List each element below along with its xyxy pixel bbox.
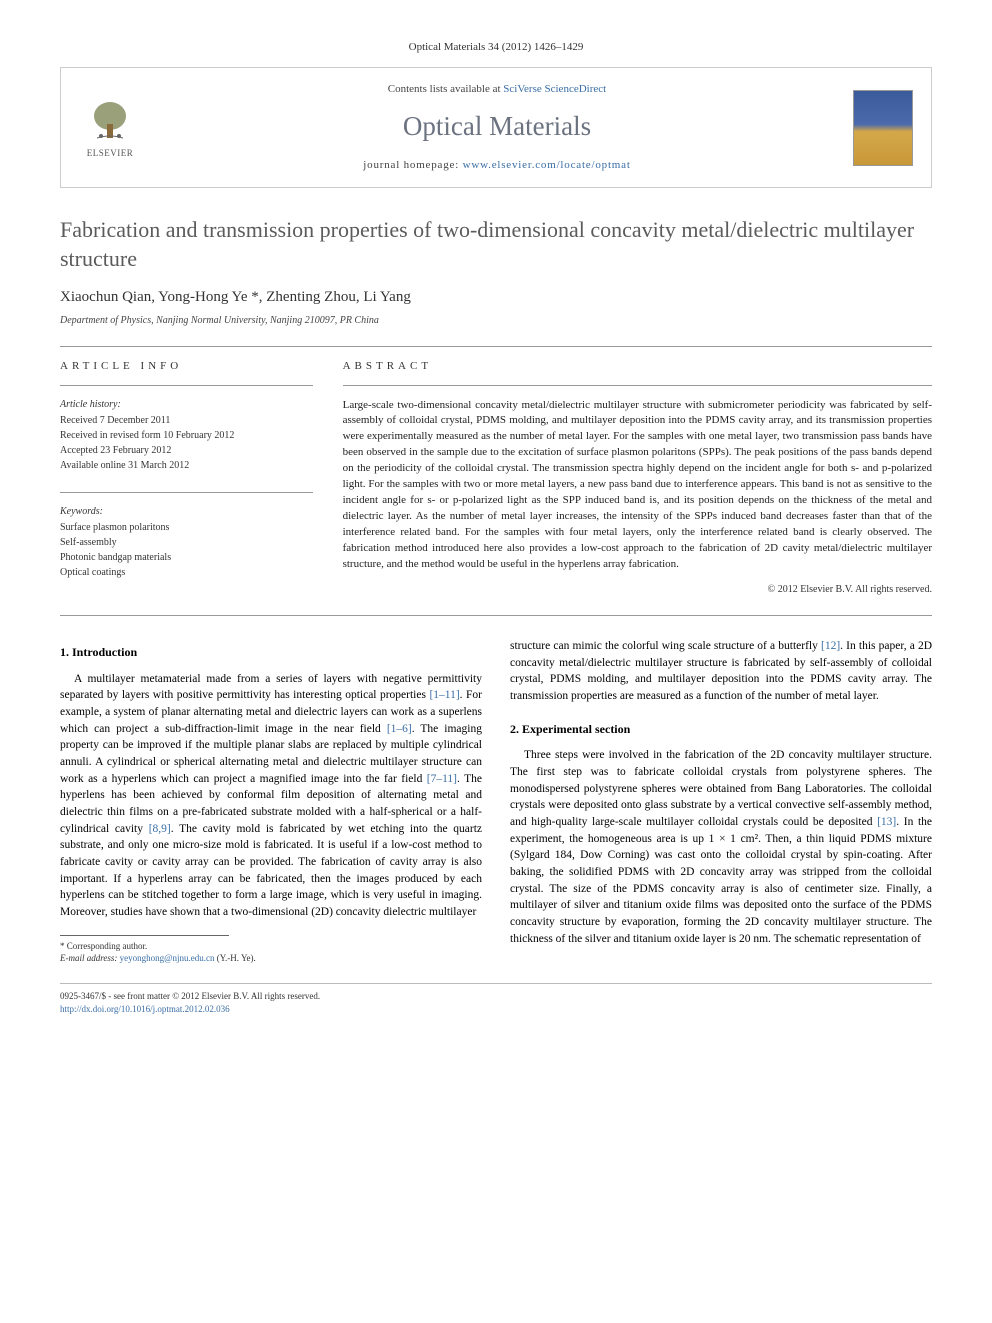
intro-text-1e: . The cavity mold is fabricated by wet e… xyxy=(60,823,482,918)
affiliation: Department of Physics, Nanjing Normal Un… xyxy=(60,314,932,328)
divider-bottom xyxy=(60,615,932,616)
intro-text-1a: A multilayer metamaterial made from a se… xyxy=(60,673,482,702)
history-online: Available online 31 March 2012 xyxy=(60,459,313,473)
ref-link-6[interactable]: [13] xyxy=(877,816,896,828)
elsevier-tree-icon xyxy=(87,96,133,144)
authors-line: Xiaochun Qian, Yong-Hong Ye *, Zhenting … xyxy=(60,287,932,308)
email-line: E-mail address: yeyonghong@njnu.edu.cn (… xyxy=(60,952,482,965)
homepage-line: journal homepage: www.elsevier.com/locat… xyxy=(141,158,853,173)
footnote-divider xyxy=(60,935,229,936)
abstract-text: Large-scale two-dimensional concavity me… xyxy=(343,398,932,573)
history-accepted: Accepted 23 February 2012 xyxy=(60,444,313,458)
experimental-paragraph: Three steps were involved in the fabrica… xyxy=(510,747,932,947)
doi-link[interactable]: http://dx.doi.org/10.1016/j.optmat.2012.… xyxy=(60,1004,230,1014)
keyword-3: Photonic bandgap materials xyxy=(60,551,313,565)
publisher-logo: ELSEVIER xyxy=(79,94,141,162)
footer-copyright: 0925-3467/$ - see front matter © 2012 El… xyxy=(60,990,320,1003)
homepage-prefix: journal homepage: xyxy=(363,159,462,171)
email-suffix: (Y.-H. Ye). xyxy=(214,953,255,963)
history-received: Received 7 December 2011 xyxy=(60,414,313,428)
keyword-4: Optical coatings xyxy=(60,566,313,580)
column-right: structure can mimic the colorful wing sc… xyxy=(510,638,932,965)
contents-prefix: Contents lists available at xyxy=(388,83,503,95)
contents-line: Contents lists available at SciVerse Sci… xyxy=(141,82,853,97)
info-abstract-row: ARTICLE INFO Article history: Received 7… xyxy=(60,359,932,597)
ref-link-5[interactable]: [12] xyxy=(821,640,840,652)
history-label: Article history: xyxy=(60,398,313,412)
divider-top xyxy=(60,346,932,347)
info-divider-2 xyxy=(60,492,313,493)
citation-header: Optical Materials 34 (2012) 1426–1429 xyxy=(60,40,932,55)
history-revised: Received in revised form 10 February 201… xyxy=(60,429,313,443)
col2-text-1a: structure can mimic the colorful wing sc… xyxy=(510,640,821,652)
corresponding-note: * Corresponding author. xyxy=(60,940,482,953)
journal-cover-thumbnail xyxy=(853,90,913,166)
footer-left: 0925-3467/$ - see front matter © 2012 El… xyxy=(60,990,320,1015)
journal-name: Optical Materials xyxy=(141,108,853,146)
ref-link-4[interactable]: [8,9] xyxy=(149,823,171,835)
ref-link-3[interactable]: [7–11] xyxy=(427,773,457,785)
abstract-block: ABSTRACT Large-scale two-dimensional con… xyxy=(343,359,932,597)
article-title: Fabrication and transmission properties … xyxy=(60,216,932,273)
footnote-block: * Corresponding author. E-mail address: … xyxy=(60,940,482,965)
ref-link-2[interactable]: [1–6] xyxy=(387,723,412,735)
exp-text-1a: Three steps were involved in the fabrica… xyxy=(510,749,932,828)
intro-paragraph: A multilayer metamaterial made from a se… xyxy=(60,671,482,921)
masthead: ELSEVIER Contents lists available at Sci… xyxy=(60,67,932,188)
keyword-1: Surface plasmon polaritons xyxy=(60,521,313,535)
body-columns: 1. Introduction A multilayer metamateria… xyxy=(60,638,932,965)
abstract-copyright: © 2012 Elsevier B.V. All rights reserved… xyxy=(343,583,932,597)
email-label: E-mail address: xyxy=(60,953,120,963)
publisher-name: ELSEVIER xyxy=(87,147,134,160)
page-footer: 0925-3467/$ - see front matter © 2012 El… xyxy=(60,983,932,1015)
article-info-block: ARTICLE INFO Article history: Received 7… xyxy=(60,359,313,597)
email-link[interactable]: yeyonghong@njnu.edu.cn xyxy=(120,953,215,963)
experimental-heading: 2. Experimental section xyxy=(510,721,932,738)
exp-text-1b: . In the experiment, the homogeneous are… xyxy=(510,816,932,945)
ref-link-1[interactable]: [1–11] xyxy=(429,689,459,701)
article-info-label: ARTICLE INFO xyxy=(60,359,313,374)
intro-heading: 1. Introduction xyxy=(60,644,482,661)
masthead-center: Contents lists available at SciVerse Sci… xyxy=(141,82,853,173)
keyword-2: Self-assembly xyxy=(60,536,313,550)
abstract-label: ABSTRACT xyxy=(343,359,932,374)
info-divider-1 xyxy=(60,385,313,386)
intro-continuation: structure can mimic the colorful wing sc… xyxy=(510,638,932,705)
homepage-link[interactable]: www.elsevier.com/locate/optmat xyxy=(463,159,631,171)
keywords-label: Keywords: xyxy=(60,505,313,519)
column-left: 1. Introduction A multilayer metamateria… xyxy=(60,638,482,965)
scidirect-link[interactable]: SciVerse ScienceDirect xyxy=(503,83,606,95)
abstract-divider xyxy=(343,385,932,386)
